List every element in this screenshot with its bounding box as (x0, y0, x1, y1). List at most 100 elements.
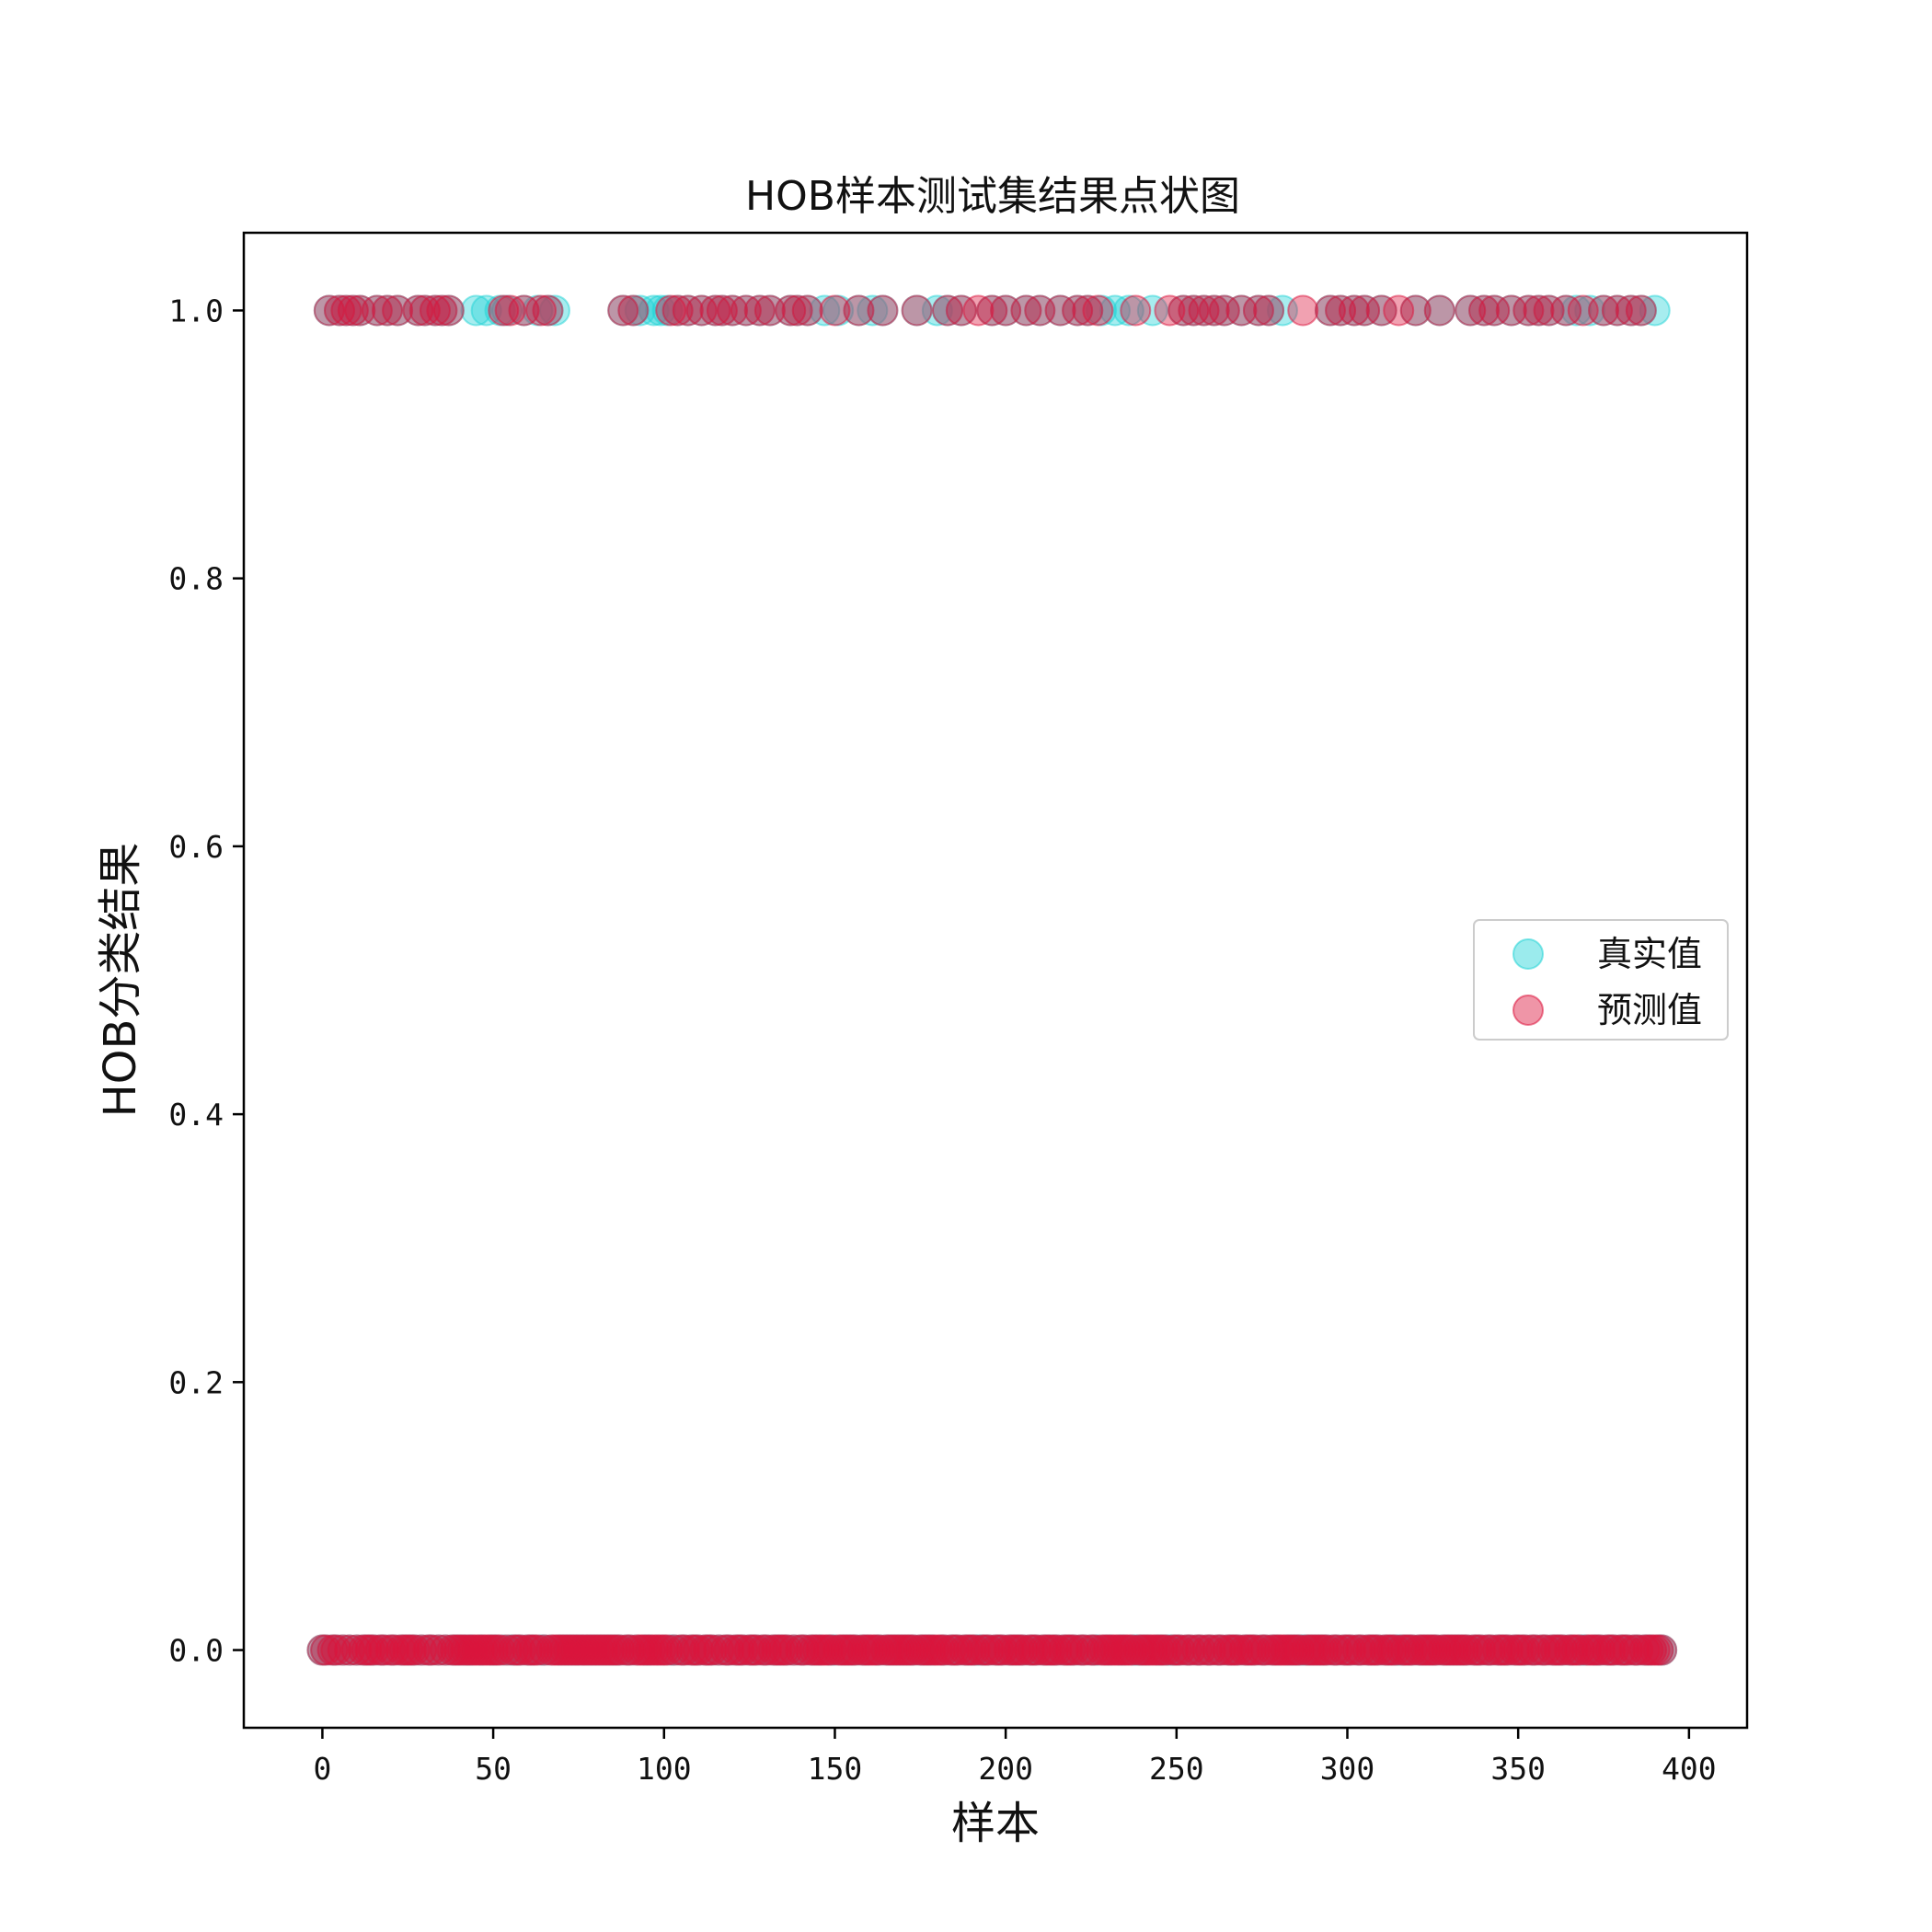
data-point (432, 294, 465, 327)
data-point (976, 294, 1008, 327)
data-point (1588, 294, 1620, 327)
data-point (1478, 294, 1511, 327)
legend-marker-predicted-value (1512, 995, 1544, 1026)
data-point (1365, 294, 1397, 327)
y-tick-label: 0.2 (168, 1364, 224, 1400)
data-point (1041, 1634, 1073, 1666)
data-point (1287, 294, 1319, 327)
data-point (1208, 294, 1240, 327)
plot-marks (306, 294, 1678, 1666)
data-point (706, 294, 738, 327)
data-point (408, 294, 441, 327)
data-point (645, 294, 677, 327)
legend: 真实值 预测值 (1473, 919, 1729, 1041)
data-point (494, 294, 526, 327)
data-point (1455, 294, 1487, 327)
y-tick-label: 0.8 (168, 561, 224, 597)
plot-frame (242, 231, 1749, 1730)
y-tick-label: 1.0 (168, 293, 224, 328)
data-point (525, 294, 558, 327)
data-point (1547, 1634, 1579, 1666)
data-point (942, 1634, 974, 1666)
data-point (1615, 294, 1647, 327)
data-point (651, 1634, 684, 1666)
data-point (1560, 294, 1593, 327)
data-point (371, 294, 403, 327)
data-point (1533, 294, 1565, 327)
data-point (672, 294, 704, 327)
x-tick-label: 350 (1490, 1751, 1546, 1787)
data-point (1383, 294, 1415, 327)
x-tick-label: 150 (808, 1751, 863, 1787)
x-tick-label: 0 (313, 1751, 331, 1787)
data-point (867, 294, 899, 327)
data-point (1399, 294, 1432, 327)
data-point (313, 294, 345, 327)
data-point (699, 294, 731, 327)
data-point (1362, 1634, 1394, 1666)
data-point (809, 294, 841, 327)
data-point (460, 294, 492, 327)
data-point (819, 294, 851, 327)
data-point (962, 294, 995, 327)
x-tick-label: 250 (1149, 1751, 1204, 1787)
legend-marker-true-value (1512, 938, 1544, 970)
x-axis-label: 样本 (951, 1798, 1040, 1849)
data-point (1625, 294, 1657, 327)
data-point (791, 294, 823, 327)
x-tick-label: 400 (1662, 1751, 1717, 1787)
legend-box (1473, 919, 1729, 1041)
data-point (1338, 294, 1370, 327)
data-point (771, 1634, 803, 1666)
x-axis-ticks: 0 50 100 150 200 250 300 350 400 (313, 1728, 1717, 1787)
data-point (330, 294, 362, 327)
data-point (1345, 1634, 1377, 1666)
data-point (1112, 294, 1144, 327)
data-point (1646, 1634, 1678, 1666)
data-point (1495, 294, 1527, 327)
data-point (1423, 294, 1455, 327)
data-point (932, 294, 964, 327)
data-point (617, 294, 650, 327)
data-point (406, 1634, 438, 1666)
data-point (843, 294, 875, 327)
x-tick-label: 100 (637, 1751, 692, 1787)
data-point (717, 294, 749, 327)
data-point (1314, 294, 1346, 327)
data-point (661, 294, 694, 327)
x-tick-label: 50 (475, 1751, 512, 1787)
data-point (402, 294, 434, 327)
data-point (1198, 294, 1230, 327)
data-point (743, 294, 776, 327)
data-point (655, 294, 687, 327)
data-point (1468, 294, 1501, 327)
data-point (730, 294, 762, 327)
data-point (310, 1634, 342, 1666)
y-tick-label: 0.0 (168, 1633, 224, 1669)
data-point (607, 294, 639, 327)
data-point (1253, 294, 1285, 327)
data-point (1136, 294, 1168, 327)
data-point (419, 294, 451, 327)
data-point (1010, 294, 1042, 327)
data-point (398, 1634, 431, 1666)
data-point (775, 294, 807, 327)
data-point (1639, 294, 1671, 327)
y-axis-label: HOB分类结果 (95, 843, 146, 1118)
data-point (337, 294, 369, 327)
y-tick-label: 0.6 (168, 829, 224, 865)
series-1 (306, 294, 1678, 1666)
data-point (1601, 294, 1633, 327)
data-point (901, 294, 933, 327)
data-point (1379, 1634, 1411, 1666)
chart-title: HOB样本测试集结果点状图 (745, 173, 1240, 220)
data-point (857, 294, 889, 327)
data-point (340, 1634, 373, 1666)
data-point (1475, 1634, 1507, 1666)
data-point (1072, 294, 1104, 327)
data-point (1529, 1634, 1561, 1666)
data-point (1205, 1634, 1237, 1666)
y-tick-label: 0.4 (168, 1097, 224, 1133)
data-point (508, 294, 540, 327)
x-tick-label: 200 (978, 1751, 1033, 1787)
